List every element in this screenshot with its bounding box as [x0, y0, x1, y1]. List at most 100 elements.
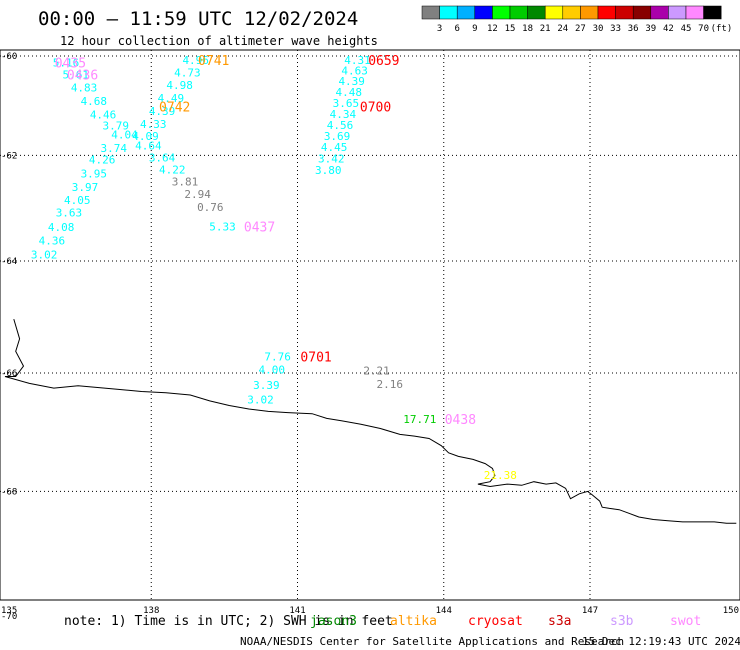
legend-swatch — [439, 5, 458, 20]
legend-swatch — [492, 5, 511, 20]
wave-height-value: 3.64 — [149, 151, 176, 164]
wave-height-value: 5.61 — [63, 68, 90, 81]
wave-height-value: 4.05 — [64, 194, 91, 207]
legend-swatch — [650, 5, 669, 20]
legend-tick-label: 70 — [698, 24, 709, 34]
wave-height-value: 4.26 — [89, 153, 116, 166]
longitude-label: 135 — [1, 606, 17, 616]
latitude-label: -64 — [1, 257, 17, 267]
wave-height-value: 2.21 — [363, 365, 390, 378]
wave-height-value: 2.94 — [184, 188, 211, 201]
antarctic-coastline — [4, 318, 737, 524]
legend-tick-label: 27 — [575, 24, 586, 34]
wave-height-value: 4.48 — [336, 86, 363, 99]
satellite-legend-item: s3b — [610, 614, 634, 629]
legend-tick-label: 9 — [472, 24, 477, 34]
legend-swatch — [509, 5, 528, 20]
longitude-label: 150 — [723, 606, 739, 616]
wave-height-value: 3.42 — [318, 152, 345, 165]
wave-height-value: 3.80 — [315, 164, 342, 177]
wave-height-value: 3.97 — [72, 181, 99, 194]
legend-tick-label: 3 — [437, 24, 442, 34]
color-legend: 3 6 9 12 15 18 21 24 27 30 33 36 39 42 45 70 — [421, 5, 722, 34]
longitude-label: 144 — [436, 606, 452, 616]
wave-height-value: 5.16 — [53, 56, 80, 69]
wave-height-value: 4.49 — [158, 92, 185, 105]
legend-tick-label: 15 — [505, 24, 516, 34]
wave-height-value: 4.31 — [344, 54, 371, 67]
satellite-legend-item: swot — [670, 614, 701, 629]
legend-swatch — [703, 5, 722, 20]
satellite-legend-item: cryosat — [468, 614, 523, 629]
legend-swatch — [562, 5, 581, 20]
wave-height-value: 4.36 — [39, 234, 65, 247]
wave-height-value: 3.63 — [56, 207, 82, 220]
wave-height-value: 4.83 — [71, 82, 98, 95]
wave-height-value: 3.81 — [172, 176, 199, 189]
pass-time-label: 0436 — [67, 68, 98, 83]
wave-height-value: 4.63 — [341, 65, 368, 78]
wave-height-value: 4.08 — [48, 221, 75, 234]
wave-height-value: 2.16 — [376, 378, 403, 391]
legend-tick-label: 21 — [540, 24, 551, 34]
legend-tick-label: 45 — [681, 24, 692, 34]
longitude-label: 141 — [289, 606, 305, 616]
longitude-labels: 135 138 141 144 147 150 — [1, 606, 739, 616]
legend-tick-label: 12 — [487, 24, 498, 34]
legend-swatch — [685, 5, 704, 20]
wave-height-value: 4.64 — [135, 140, 162, 153]
pass-time-label: 0435 — [55, 56, 86, 71]
pass-time-label: 0701 — [300, 350, 331, 365]
wave-height-value: 5.33 — [209, 221, 236, 234]
wave-height-value: 4.46 — [90, 108, 117, 121]
legend-swatch — [544, 5, 564, 20]
wave-height-value: 4.34 — [330, 108, 357, 121]
legend-unit: (ft) — [711, 24, 733, 34]
wave-height-value: 4.98 — [166, 79, 193, 92]
longitude-label: 147 — [582, 606, 598, 616]
wave-height-value: 4.33 — [140, 118, 167, 131]
legend-tick-label: 24 — [557, 24, 568, 34]
legend-swatch — [615, 5, 634, 20]
wave-height-value: 3.65 — [333, 97, 360, 110]
latitude-label: -60 — [1, 52, 17, 62]
pass-time-label: 0659 — [368, 54, 399, 69]
satellite-legend: jason3 altika cryosat s3a s3b swot — [310, 614, 701, 629]
satellite-legend-item: altika — [390, 614, 437, 629]
wave-height-value: 4.00 — [259, 364, 286, 377]
wave-height-observations: 5.165.614.834.684.463.794.043.744.263.95… — [31, 54, 517, 482]
legend-swatch — [668, 5, 687, 20]
latitude-label: -68 — [1, 487, 17, 497]
page-subtitle: 12 hour collection of altimeter wave hei… — [60, 34, 378, 48]
satellite-legend-item: jason3 — [310, 614, 357, 629]
longitude-label: 138 — [143, 606, 159, 616]
footer-note: note: 1) Time is in UTC; 2) SWH is in fe… — [64, 614, 393, 629]
wave-height-value: 4.39 — [149, 105, 176, 118]
latitude-labels: -60 -62 -64 -66 -68 -70 — [1, 52, 17, 622]
wave-height-value: 3.74 — [101, 142, 128, 155]
wave-height-value: 3.02 — [31, 249, 58, 262]
legend-swatch — [580, 5, 599, 20]
legend-swatch — [474, 5, 493, 20]
legend-swatch — [597, 5, 616, 20]
wave-height-value: 21.38 — [484, 469, 517, 482]
pass-time-label: 0742 — [159, 100, 190, 115]
legend-tick-label: 39 — [645, 24, 656, 34]
pass-time-label: 0438 — [445, 413, 476, 428]
pass-time-label: 0741 — [198, 54, 229, 69]
legend-swatch — [421, 5, 440, 20]
wave-height-value: 3.95 — [81, 167, 108, 180]
wave-height-value: 4.09 — [132, 130, 159, 143]
latitude-label: -66 — [1, 369, 17, 379]
wave-height-value: 0.76 — [197, 201, 224, 214]
wave-height-value: 4.04 — [111, 128, 138, 141]
footer-credit: NOAA/NESDIS Center for Satellite Applica… — [240, 635, 624, 648]
map-frame — [0, 49, 740, 601]
legend-swatch — [632, 5, 652, 20]
legend-tick-label: 42 — [663, 24, 674, 34]
latitude-label: -62 — [1, 151, 17, 161]
wave-height-value: 4.73 — [174, 66, 201, 79]
wave-height-value: 4.56 — [327, 119, 354, 132]
